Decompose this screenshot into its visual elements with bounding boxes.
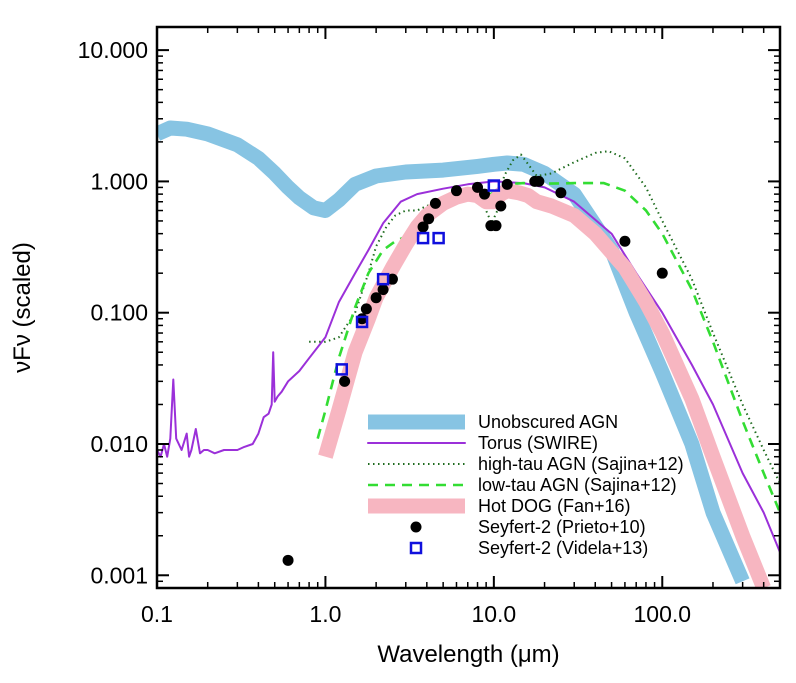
legend-marker-seyfert-2-videla-13: [409, 541, 423, 555]
series-torus-swire: [157, 180, 780, 554]
x-axis-title: Wavelength (μm): [377, 641, 559, 668]
point-seyfert-2-videla-13: [416, 231, 430, 245]
point-seyfert-2-prieto-10: [450, 185, 462, 197]
legend-marker-seyfert-2-prieto-10: [410, 521, 422, 533]
y-tick-label: 10.000: [78, 37, 148, 63]
x-tick-label: 10.0: [471, 601, 516, 627]
point-seyfert-2-prieto-10: [533, 175, 545, 187]
point-seyfert-2-prieto-10: [386, 273, 398, 285]
legend-label: Seyfert-2 (Videla+13): [478, 538, 648, 558]
point-seyfert-2-prieto-10: [479, 188, 490, 200]
point-seyfert-2-prieto-10: [417, 221, 429, 233]
y-tick-label: 0.100: [90, 300, 148, 326]
point-seyfert-2-prieto-10: [656, 267, 668, 279]
legend-label: Torus (SWIRE): [478, 433, 598, 453]
point-seyfert-2-prieto-10: [339, 375, 351, 387]
point-seyfert-2-prieto-10: [495, 200, 507, 212]
legend-label: Hot DOG (Fan+16): [478, 496, 631, 516]
plot-frame: [155, 25, 782, 590]
series-hot-dog-fan-16: [318, 183, 771, 588]
point-seyfert-2-prieto-10: [619, 235, 631, 247]
series-unobscured-agn: [157, 120, 750, 585]
point-seyfert-2-videla-13: [432, 231, 445, 245]
y-tick-label: 0.001: [90, 562, 148, 588]
point-seyfert-2-prieto-10: [282, 554, 294, 566]
legend-label: high-tau AGN (Sajina+12): [478, 454, 684, 474]
legend-label: Seyfert-2 (Prieto+10): [478, 517, 646, 537]
point-seyfert-2-prieto-10: [360, 303, 372, 315]
point-seyfert-2-videla-13: [376, 272, 390, 286]
point-seyfert-2-prieto-10: [472, 181, 484, 193]
legend-label: low-tau AGN (Sajina+12): [478, 475, 677, 495]
legend-label: Unobscured AGN: [478, 412, 618, 432]
point-seyfert-2-videla-13: [487, 179, 501, 192]
x-tick-label: 100.0: [633, 601, 691, 627]
axes-layer: 0.1 1.0 10.0 100.0 0.001 0.010 0.100 1.000 10.00…: [9, 25, 782, 668]
point-seyfert-2-prieto-10: [490, 220, 502, 232]
x-tick-label: 1.0: [309, 601, 341, 627]
point-seyfert-2-videla-13: [355, 315, 369, 329]
point-seyfert-2-prieto-10: [555, 187, 567, 199]
point-seyfert-2-prieto-10: [370, 292, 382, 304]
point-seyfert-2-videla-13: [335, 363, 348, 376]
point-seyfert-2-prieto-10: [501, 178, 513, 190]
y-axis-title: νFν (scaled): [9, 242, 36, 373]
x-tick-label: 0.1: [141, 601, 173, 627]
y-tick-label: 1.000: [90, 168, 148, 194]
y-tick-label: 0.010: [90, 431, 148, 457]
point-seyfert-2-prieto-10: [377, 284, 389, 296]
point-seyfert-2-prieto-10: [423, 213, 435, 225]
series-layer: [157, 120, 780, 588]
point-seyfert-2-prieto-10: [429, 197, 441, 209]
